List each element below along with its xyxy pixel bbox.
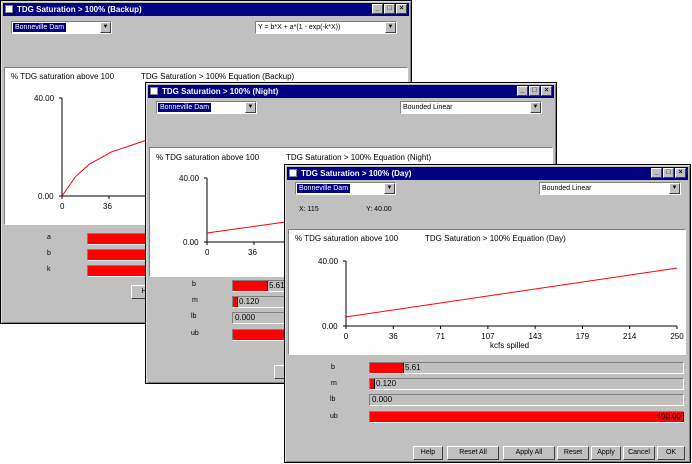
param-label-b: b — [331, 364, 335, 371]
day-chart: 0 36 71 107 143 179 214 250 40.00 0.00 kcfs spi… — [318, 257, 684, 350]
param-label-lb: lb — [191, 313, 197, 320]
series-line — [345, 267, 678, 318]
day-chart-panel: % TDG saturation above 100 TDG Saturatio… — [288, 229, 686, 355]
x-tick-label: 71 — [436, 332, 445, 341]
reset-all-button[interactable]: Reset All — [447, 446, 499, 460]
param-label-b: b — [192, 281, 196, 288]
param-label-a: a — [47, 234, 51, 241]
x-tick-label: 107 — [481, 332, 495, 341]
ok-button[interactable]: OK — [657, 446, 685, 460]
equation-select[interactable]: Y = b*X + a*(1 - exp(-k*X)) ▼ — [255, 21, 397, 34]
chevron-down-icon[interactable]: ▼ — [245, 102, 256, 113]
y-readout: Y: 40.00 — [366, 206, 392, 213]
close-button[interactable]: × — [675, 168, 686, 178]
param-label-m: m — [192, 297, 198, 304]
app-icon — [289, 169, 297, 177]
help-button[interactable]: Help — [413, 446, 443, 460]
x-tick-label: 179 — [576, 332, 590, 341]
chart-title: TDG Saturation > 100% Equation (Night) — [286, 153, 432, 162]
equation-select[interactable]: Bounded Linear ▼ — [539, 182, 681, 195]
x-tick-label: 143 — [528, 332, 542, 341]
param-bar-ub[interactable]: 400.00 — [369, 411, 684, 423]
x-readout: X: 115 — [299, 206, 319, 213]
night-title: TDG Saturation > 100% (Night) — [162, 87, 279, 96]
day-titlebar[interactable]: TDG Saturation > 100% (Day) _ □ × — [287, 167, 688, 180]
param-label-k: k — [47, 266, 51, 273]
chevron-down-icon[interactable]: ▼ — [669, 183, 680, 194]
apply-button[interactable]: Apply — [591, 446, 621, 460]
chart-ylabel: % TDG saturation above 100 — [156, 153, 260, 162]
chevron-down-icon[interactable]: ▼ — [384, 183, 395, 194]
param-fill — [233, 281, 268, 291]
chart-title: TDG Saturation > 100% Equation (Backup) — [141, 72, 295, 81]
x-tick-label: 0 — [205, 248, 210, 257]
param-label-ub: ub — [330, 413, 338, 420]
chevron-down-icon[interactable]: ▼ — [385, 22, 396, 33]
chart-ylabel: % TDG saturation above 100 — [295, 234, 399, 243]
series-line — [206, 221, 290, 234]
backup-title: TDG Saturation > 100% (Backup) — [17, 5, 142, 14]
param-label-ub: ub — [191, 330, 199, 337]
y-tick-label: 0.00 — [183, 238, 199, 247]
param-label-lb: lb — [330, 396, 336, 403]
param-fill — [370, 379, 375, 389]
backup-titlebar[interactable]: TDG Saturation > 100% (Backup) _ □ × — [3, 3, 409, 16]
param-fill — [370, 412, 684, 422]
reset-button[interactable]: Reset — [557, 446, 589, 460]
param-bar-m[interactable]: 0.120 — [369, 378, 684, 390]
x-tick-label: 36 — [248, 248, 257, 257]
param-label-b: b — [47, 250, 51, 257]
chart-title: TDG Saturation > 100% Equation (Day) — [425, 234, 566, 243]
minimize-button[interactable]: _ — [372, 4, 383, 14]
maximize-button[interactable]: □ — [529, 86, 540, 96]
param-bar-b[interactable]: 5.61 — [369, 362, 684, 374]
maximize-button[interactable]: □ — [384, 4, 395, 14]
maximize-button[interactable]: □ — [663, 168, 674, 178]
app-icon — [150, 87, 158, 95]
cancel-button[interactable]: Cancel — [623, 446, 655, 460]
dam-select[interactable]: Bonneville Dam ▼ — [295, 182, 396, 195]
y-tick-label: 40.00 — [179, 174, 200, 183]
x-tick-label: 36 — [103, 202, 112, 211]
x-tick-label: 0 — [344, 332, 349, 341]
x-tick-label: 214 — [623, 332, 637, 341]
minimize-button[interactable]: _ — [651, 168, 662, 178]
y-tick-label: 0.00 — [38, 192, 54, 201]
chart-ylabel: % TDG saturation above 100 — [11, 72, 115, 81]
night-titlebar[interactable]: TDG Saturation > 100% (Night) _ □ × — [148, 85, 554, 98]
day-title: TDG Saturation > 100% (Day) — [301, 169, 412, 178]
day-window: TDG Saturation > 100% (Day) _ □ × Bonnev… — [284, 164, 691, 463]
y-tick-label: 40.00 — [318, 257, 339, 266]
minimize-button[interactable]: _ — [517, 86, 528, 96]
x-axis-label: kcfs spilled — [490, 341, 529, 350]
param-bar-lb[interactable]: 0.000 — [369, 394, 684, 406]
x-tick-label: 36 — [389, 332, 398, 341]
param-fill — [233, 297, 238, 307]
y-tick-label: 40.00 — [34, 94, 55, 103]
param-fill — [370, 363, 404, 373]
dam-select[interactable]: Bonneville Dam ▼ — [156, 101, 257, 114]
y-tick-label: 0.00 — [322, 322, 338, 331]
chevron-down-icon[interactable]: ▼ — [530, 102, 541, 113]
equation-select[interactable]: Bounded Linear ▼ — [400, 101, 542, 114]
dam-select[interactable]: Bonneville Dam ▼ — [11, 21, 112, 34]
x-tick-label: 0 — [60, 202, 65, 211]
close-button[interactable]: × — [396, 4, 407, 14]
close-button[interactable]: × — [541, 86, 552, 96]
param-label-m: m — [331, 380, 337, 387]
x-tick-label: 250 — [670, 332, 684, 341]
app-icon — [5, 5, 13, 13]
chevron-down-icon[interactable]: ▼ — [100, 22, 111, 33]
apply-all-button[interactable]: Apply All — [503, 446, 555, 460]
